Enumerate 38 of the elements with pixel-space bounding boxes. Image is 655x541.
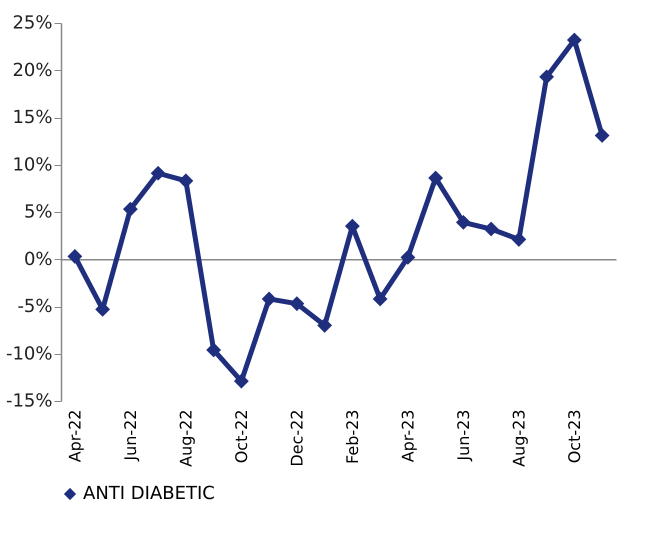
x-tick-label: Feb-23 — [342, 410, 362, 464]
y-tick-label: 5% — [24, 202, 52, 222]
y-tick-label: -15% — [6, 390, 52, 412]
legend-label: ANTI DIABETIC — [83, 483, 215, 504]
point — [594, 128, 610, 143]
point — [511, 232, 526, 247]
point — [289, 296, 304, 312]
point — [539, 69, 554, 84]
x-tick-label: Jun-22 — [120, 410, 140, 462]
y-tick-label: 25% — [12, 12, 52, 34]
point — [372, 292, 388, 306]
point — [262, 292, 277, 306]
point — [178, 173, 194, 188]
point — [400, 250, 416, 265]
point — [317, 318, 332, 333]
point — [566, 32, 582, 48]
x-tick-label: Aug-23 — [509, 410, 528, 467]
y-tick-label: 15% — [12, 107, 52, 128]
point — [67, 249, 82, 264]
x-tick-label: Oct-23 — [564, 410, 584, 464]
point — [234, 374, 249, 389]
point — [428, 170, 444, 186]
x-tick-label: Apr-23 — [398, 410, 418, 462]
point — [122, 202, 138, 217]
y-tick-label: 10% — [12, 154, 52, 176]
x-tick-label: Dec-22 — [287, 410, 306, 467]
x-tick-label: Aug-22 — [176, 410, 196, 467]
x-tick-label: Apr-22 — [65, 410, 84, 462]
x-tick-label: Jun-23 — [454, 410, 473, 462]
y-tick-label: 0% — [24, 248, 52, 270]
point — [484, 222, 499, 236]
point — [456, 214, 471, 230]
x-tick-label: Oct-22 — [232, 410, 251, 464]
point — [150, 166, 166, 181]
y-tick-label: -5% — [17, 296, 52, 317]
point — [206, 342, 222, 358]
y-tick-label: -10% — [6, 343, 52, 364]
y-tick-label: 20% — [12, 60, 52, 81]
